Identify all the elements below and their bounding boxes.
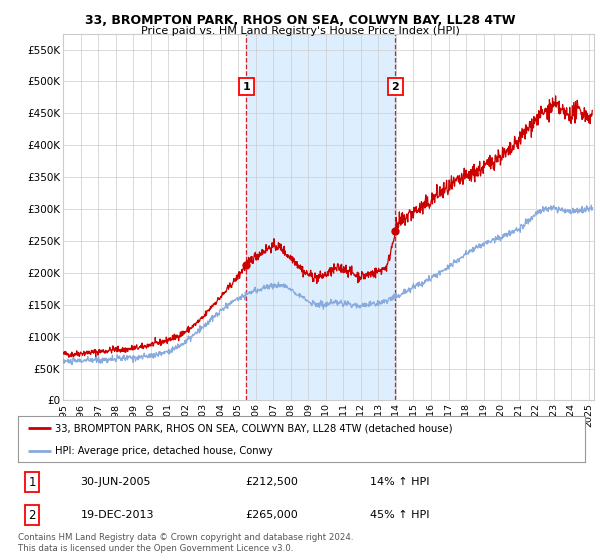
Text: Contains HM Land Registry data © Crown copyright and database right 2024.
This d: Contains HM Land Registry data © Crown c… xyxy=(18,533,353,553)
Text: 14% ↑ HPI: 14% ↑ HPI xyxy=(370,477,429,487)
Text: HPI: Average price, detached house, Conwy: HPI: Average price, detached house, Conw… xyxy=(55,446,272,455)
Text: 33, BROMPTON PARK, RHOS ON SEA, COLWYN BAY, LL28 4TW (detached house): 33, BROMPTON PARK, RHOS ON SEA, COLWYN B… xyxy=(55,423,452,433)
Text: 2: 2 xyxy=(391,82,399,92)
Text: Price paid vs. HM Land Registry's House Price Index (HPI): Price paid vs. HM Land Registry's House … xyxy=(140,26,460,36)
Text: 30-JUN-2005: 30-JUN-2005 xyxy=(80,477,151,487)
Text: 2: 2 xyxy=(28,508,36,521)
Text: 1: 1 xyxy=(28,475,36,489)
Text: 1: 1 xyxy=(242,82,250,92)
Bar xyxy=(246,34,395,400)
Text: 45% ↑ HPI: 45% ↑ HPI xyxy=(370,510,429,520)
Text: £265,000: £265,000 xyxy=(245,510,298,520)
Text: 33, BROMPTON PARK, RHOS ON SEA, COLWYN BAY, LL28 4TW: 33, BROMPTON PARK, RHOS ON SEA, COLWYN B… xyxy=(85,14,515,27)
Text: £212,500: £212,500 xyxy=(245,477,298,487)
Text: 19-DEC-2013: 19-DEC-2013 xyxy=(80,510,154,520)
